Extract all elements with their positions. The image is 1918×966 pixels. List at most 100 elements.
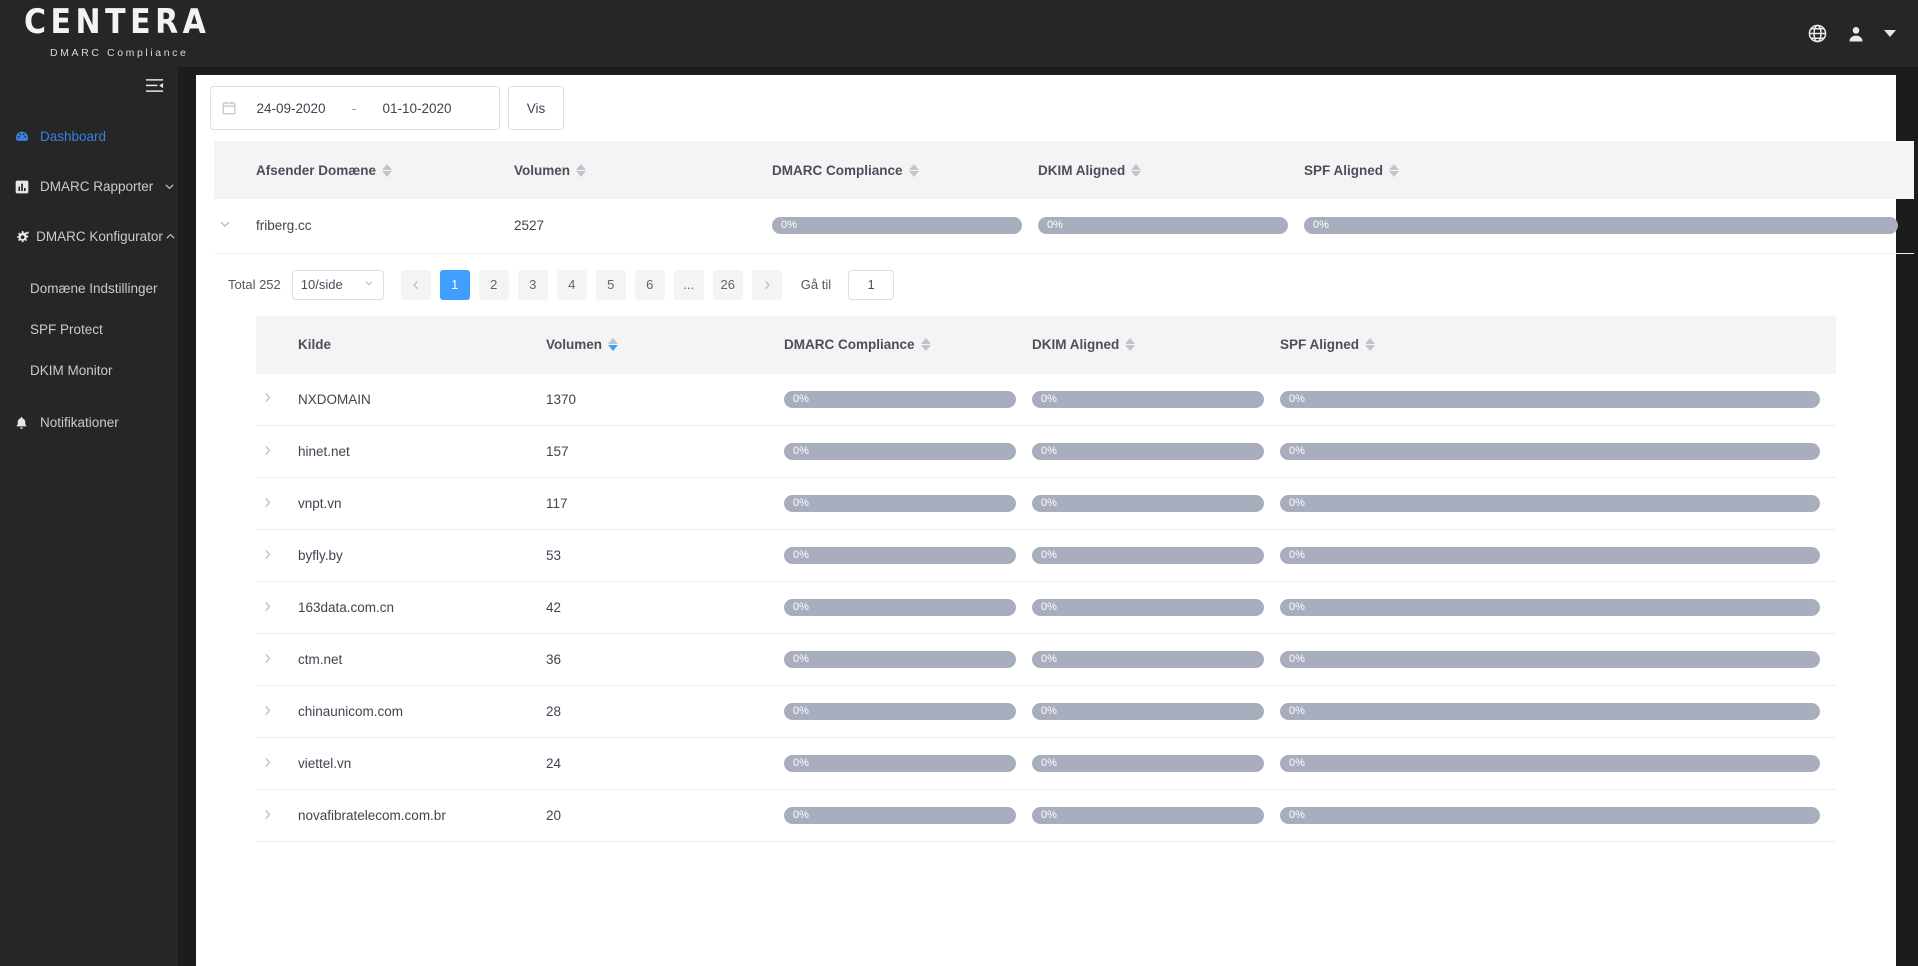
pagination-page-2[interactable]: 2 (478, 269, 509, 300)
chevron-right-icon[interactable] (256, 704, 278, 717)
th-label: DMARC Compliance (772, 162, 903, 178)
th-dmarc-compliance: DMARC Compliance (784, 316, 1032, 374)
sort-arrows-icon[interactable] (576, 163, 587, 177)
th-dmarc-compliance: DMARC Compliance (772, 141, 1038, 199)
sort-spf-aligned[interactable]: SPF Aligned (1280, 337, 1376, 352)
table-row[interactable]: ctm.net 36 0% 0% 0% (256, 633, 1836, 686)
chevron-right-icon[interactable] (256, 652, 278, 665)
pagination-goto-input[interactable]: 1 (848, 269, 895, 300)
td-dkim-aligned: 0% (1032, 737, 1280, 790)
dkim-progress-bar: 0% (1032, 495, 1264, 512)
td-source: vnpt.vn (298, 477, 546, 530)
sort-dkim-aligned[interactable]: DKIM Aligned (1032, 337, 1136, 352)
pagination-page-3[interactable]: 3 (517, 269, 548, 300)
dkim-progress-value: 0% (1041, 757, 1057, 769)
chevron-right-icon[interactable] (256, 548, 278, 561)
globe-icon[interactable] (1807, 23, 1828, 44)
date-from-value[interactable]: 24-09-2020 (256, 100, 326, 116)
dmarc-progress-bar: 0% (784, 651, 1016, 668)
sidebar: Dashboard DMARC Rapporter (0, 67, 178, 966)
pagination-page-1[interactable]: 1 (439, 269, 470, 300)
chevron-down-icon (363, 277, 375, 292)
sidebar-item-label: Dashboard (40, 129, 107, 144)
brand-name: CENTERA (24, 2, 211, 43)
pagination-next-button[interactable] (751, 269, 782, 300)
sort-arrows-icon[interactable] (908, 163, 919, 177)
bell-icon (14, 415, 38, 431)
table-row[interactable]: 163data.com.cn 42 0% 0% 0% (256, 581, 1836, 634)
table-row[interactable]: viettel.vn 24 0% 0% 0% (256, 737, 1836, 790)
dkim-progress-bar: 0% (1032, 547, 1264, 564)
table-row[interactable]: hinet.net 157 0% 0% 0% (256, 425, 1836, 478)
date-range-picker[interactable]: 24-09-2020 - 01-10-2020 (210, 86, 500, 130)
sources-table-body: NXDOMAIN 1370 0% 0% 0% hinet.net 157 0% 0% 0% vnpt… (256, 373, 1836, 842)
pagination-page-5[interactable]: 5 (595, 269, 626, 300)
sidebar-item-dmarc-konfigurator[interactable]: DMARC Konfigurator (0, 216, 178, 257)
page-size-value: 10/side (300, 277, 343, 292)
sidebar-item-dmarc-rapporter[interactable]: DMARC Rapporter (0, 166, 178, 207)
pagination-page-4[interactable]: 4 (556, 269, 587, 300)
table-row[interactable]: chinaunicom.com 28 0% 0% 0% (256, 685, 1836, 738)
td-volume: 36 (546, 633, 784, 686)
sidebar-subitem-dkim-monitor[interactable]: DKIM Monitor (0, 350, 178, 391)
date-to-value[interactable]: 01-10-2020 (382, 100, 452, 116)
chevron-up-icon[interactable] (163, 230, 178, 243)
sort-volumen[interactable]: Volumen (546, 337, 619, 352)
chevron-down-icon[interactable] (214, 217, 236, 231)
sort-spf-aligned[interactable]: SPF Aligned (1304, 163, 1400, 178)
sidebar-item-label: Notifikationer (40, 415, 119, 430)
table-row[interactable]: NXDOMAIN 1370 0% 0% 0% (256, 373, 1836, 426)
user-icon[interactable] (1846, 24, 1866, 44)
sidebar-subitem-domaene-indstillinger[interactable]: Domæne Indstillinger (0, 268, 178, 309)
top-bar: CENTERA DMARC Compliance (0, 0, 1918, 67)
sort-arrows-icon[interactable] (1389, 163, 1400, 177)
caret-down-icon[interactable] (1884, 30, 1896, 37)
td-source: chinaunicom.com (298, 685, 546, 738)
table-row[interactable]: novafibratelecom.com.br 20 0% 0% 0% (256, 789, 1836, 842)
td-source: hinet.net (298, 425, 546, 478)
td-dkim-aligned: 0% (1032, 373, 1280, 426)
table-row[interactable]: byfly.by 53 0% 0% 0% (256, 529, 1836, 582)
sort-arrows-icon[interactable] (920, 338, 931, 351)
th-label: DKIM Aligned (1038, 162, 1126, 178)
chevron-right-icon[interactable] (256, 444, 278, 457)
table-row[interactable]: friberg.cc 2527 0% 0% (214, 199, 1914, 254)
sidebar-item-notifikationer[interactable]: Notifikationer (0, 402, 178, 443)
sidebar-item-dashboard[interactable]: Dashboard (0, 116, 178, 157)
sidebar-subitem-spf-protect[interactable]: SPF Protect (0, 309, 178, 350)
td-source: NXDOMAIN (298, 373, 546, 426)
sort-dmarc-compliance[interactable]: DMARC Compliance (772, 163, 919, 178)
spf-progress-bar: 0% (1280, 599, 1820, 616)
pagination-page-6[interactable]: 6 (634, 269, 665, 300)
td-expander (256, 529, 298, 582)
sort-arrows-icon[interactable] (1125, 338, 1136, 351)
pagination-prev-button[interactable] (400, 269, 431, 300)
chevron-right-icon[interactable] (256, 808, 278, 821)
table-header-row: Afsender Domæne Volumen (214, 141, 1914, 199)
sort-arrows-icon[interactable] (1131, 163, 1142, 177)
pagination-page-26[interactable]: 26 (712, 269, 743, 300)
sort-dmarc-compliance[interactable]: DMARC Compliance (784, 337, 931, 352)
collapse-menu-icon[interactable] (145, 78, 164, 94)
sidebar-collapse-row (0, 67, 178, 105)
sort-volumen[interactable]: Volumen (514, 162, 587, 178)
sort-arrows-icon[interactable] (1365, 338, 1376, 351)
chevron-right-icon[interactable] (256, 756, 278, 769)
sort-afsender-domaene[interactable]: Afsender Domæne (256, 163, 393, 178)
sort-arrows-icon[interactable] (608, 338, 619, 351)
page-size-select[interactable]: 10/side (291, 269, 384, 300)
td-dmarc-compliance: 0% (784, 737, 1032, 790)
sort-arrows-icon[interactable] (382, 163, 393, 177)
sort-dkim-aligned[interactable]: DKIM Aligned (1038, 162, 1142, 178)
content-card: 24-09-2020 - 01-10-2020 Vis (196, 75, 1914, 966)
show-button[interactable]: Vis (508, 86, 564, 130)
chevron-right-icon[interactable] (256, 600, 278, 613)
table-row[interactable]: vnpt.vn 117 0% 0% 0% (256, 477, 1836, 530)
pagination-ellipsis[interactable]: ... (673, 269, 704, 300)
sort-kilde[interactable]: Kilde (298, 337, 331, 352)
chevron-right-icon[interactable] (256, 391, 278, 404)
chevron-down-icon[interactable] (160, 180, 178, 193)
chevron-right-icon[interactable] (256, 496, 278, 509)
brand-logo[interactable]: CENTERA DMARC Compliance (18, 2, 211, 59)
th-label: Volumen (514, 162, 571, 178)
